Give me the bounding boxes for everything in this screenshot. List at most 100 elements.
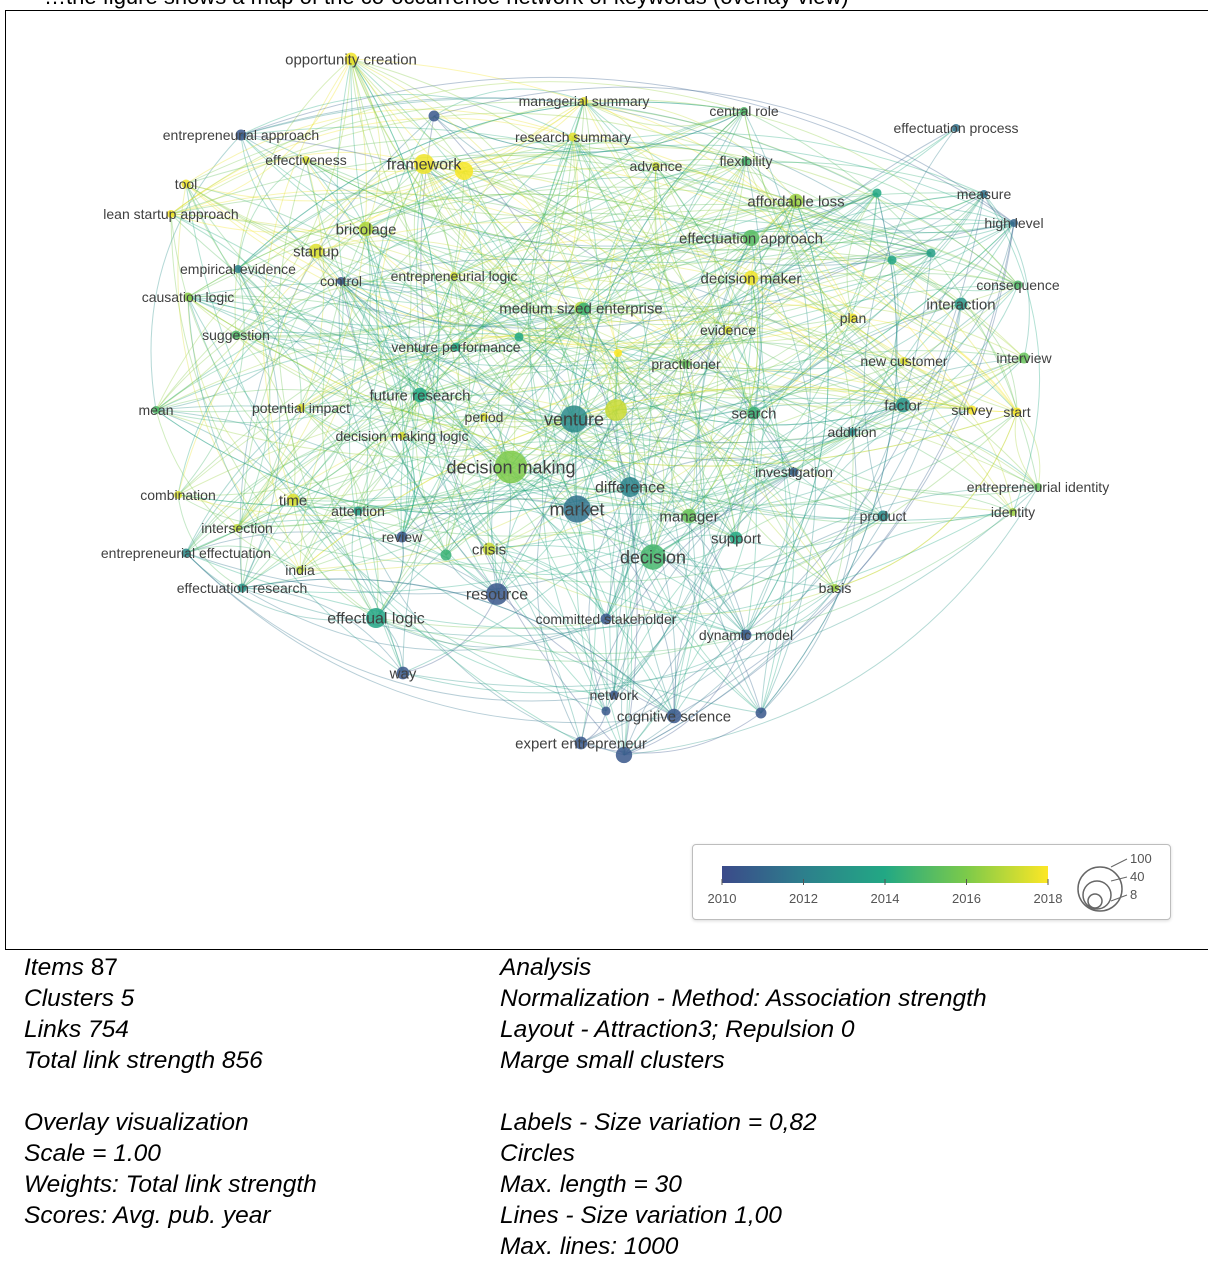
node-circle[interactable] [302, 156, 310, 164]
node-circle[interactable] [640, 544, 666, 570]
node-circle[interactable] [366, 608, 386, 628]
network-link [423, 154, 1025, 359]
node-circle[interactable] [740, 629, 752, 641]
node-circle[interactable] [482, 542, 496, 556]
node-circle[interactable] [577, 302, 591, 316]
node-circle[interactable] [742, 229, 760, 247]
node-circle[interactable] [353, 506, 363, 516]
node-label: basis [819, 580, 852, 596]
network-link [401, 435, 416, 538]
network-link [580, 307, 884, 517]
network-link [415, 163, 607, 712]
node-circle[interactable] [428, 110, 440, 122]
node-circle[interactable] [729, 531, 743, 545]
node-circle[interactable] [486, 583, 508, 605]
node-circle[interactable] [926, 248, 936, 258]
network-link [350, 58, 755, 414]
node-circle[interactable] [652, 162, 660, 170]
node-circle[interactable] [181, 548, 191, 558]
node-circle[interactable] [398, 432, 406, 440]
node-circle[interactable] [601, 706, 611, 716]
node-circle[interactable] [872, 188, 882, 198]
node-circle[interactable] [895, 397, 911, 413]
node-circle[interactable] [681, 508, 697, 524]
node-circle[interactable] [741, 156, 751, 166]
node-circle[interactable] [574, 736, 588, 750]
node-circle[interactable] [234, 265, 242, 273]
node-circle[interactable] [233, 524, 241, 532]
node-circle[interactable] [620, 477, 640, 497]
node-circle[interactable] [514, 332, 524, 342]
node-circle[interactable] [167, 210, 175, 218]
node-circle[interactable] [237, 583, 247, 593]
node-circle[interactable] [414, 154, 434, 174]
node-circle[interactable] [563, 495, 591, 523]
node-circle[interactable] [755, 707, 767, 719]
node-circle[interactable] [181, 179, 191, 189]
node-circle[interactable] [848, 313, 858, 323]
node-circle[interactable] [789, 467, 799, 477]
node-circle[interactable] [877, 510, 889, 522]
node-circle[interactable] [396, 531, 408, 543]
network-link [652, 556, 747, 636]
node-circle[interactable] [614, 349, 622, 357]
network-link [401, 498, 578, 538]
node-circle[interactable] [980, 190, 988, 198]
node-circle[interactable] [1013, 280, 1023, 290]
node-circle[interactable] [308, 243, 324, 259]
node-circle[interactable] [609, 690, 619, 700]
network-link [455, 192, 878, 352]
node-circle[interactable] [451, 342, 461, 352]
node-circle[interactable] [967, 405, 977, 415]
node-circle[interactable] [344, 52, 358, 66]
node-circle[interactable] [900, 357, 908, 365]
node-circle[interactable] [396, 666, 410, 680]
node-circle[interactable] [568, 132, 578, 142]
node-circle[interactable] [605, 399, 627, 421]
node-circle[interactable] [480, 413, 488, 421]
node-circle[interactable] [954, 297, 968, 311]
node-circle[interactable] [1034, 483, 1042, 491]
node-circle[interactable] [1012, 407, 1022, 417]
node-circle[interactable] [494, 450, 528, 484]
node-circle[interactable] [1009, 508, 1017, 516]
node-circle[interactable] [560, 405, 588, 433]
node-circle[interactable] [440, 549, 452, 561]
node-label: effectual logic [327, 611, 425, 628]
node-circle[interactable] [412, 387, 428, 403]
node-circle[interactable] [235, 129, 247, 141]
node-circle[interactable] [848, 428, 856, 436]
network-link [750, 240, 932, 279]
node-circle[interactable] [743, 270, 759, 286]
node-circle[interactable] [231, 330, 241, 340]
node-circle[interactable] [183, 292, 193, 302]
node-circle[interactable] [681, 359, 691, 369]
node-circle[interactable] [450, 272, 458, 280]
node-circle[interactable] [1018, 352, 1030, 364]
network-link [375, 511, 1014, 654]
network-link [155, 409, 615, 696]
stats-line-italic: Scores: Avg. pub. year [24, 1202, 271, 1229]
node-circle[interactable] [454, 161, 474, 181]
node-circle[interactable] [747, 406, 761, 420]
node-circle[interactable] [615, 746, 633, 764]
node-circle[interactable] [952, 124, 960, 132]
node-circle[interactable] [666, 708, 682, 724]
node-circle[interactable] [788, 193, 804, 209]
node-circle[interactable] [1010, 219, 1018, 227]
node-circle[interactable] [358, 221, 374, 237]
node-circle[interactable] [580, 97, 588, 105]
node-circle[interactable] [887, 255, 897, 265]
node-circle[interactable] [740, 107, 748, 115]
node-circle[interactable] [724, 326, 732, 334]
network-link [305, 159, 878, 250]
node-circle[interactable] [600, 613, 612, 625]
network-link [177, 409, 617, 516]
node-circle[interactable] [831, 584, 839, 592]
node-circle[interactable] [152, 406, 160, 414]
node-circle[interactable] [286, 493, 300, 507]
node-circle[interactable] [174, 491, 182, 499]
node-circle[interactable] [337, 277, 345, 285]
node-circle[interactable] [297, 404, 305, 412]
node-circle[interactable] [296, 566, 304, 574]
